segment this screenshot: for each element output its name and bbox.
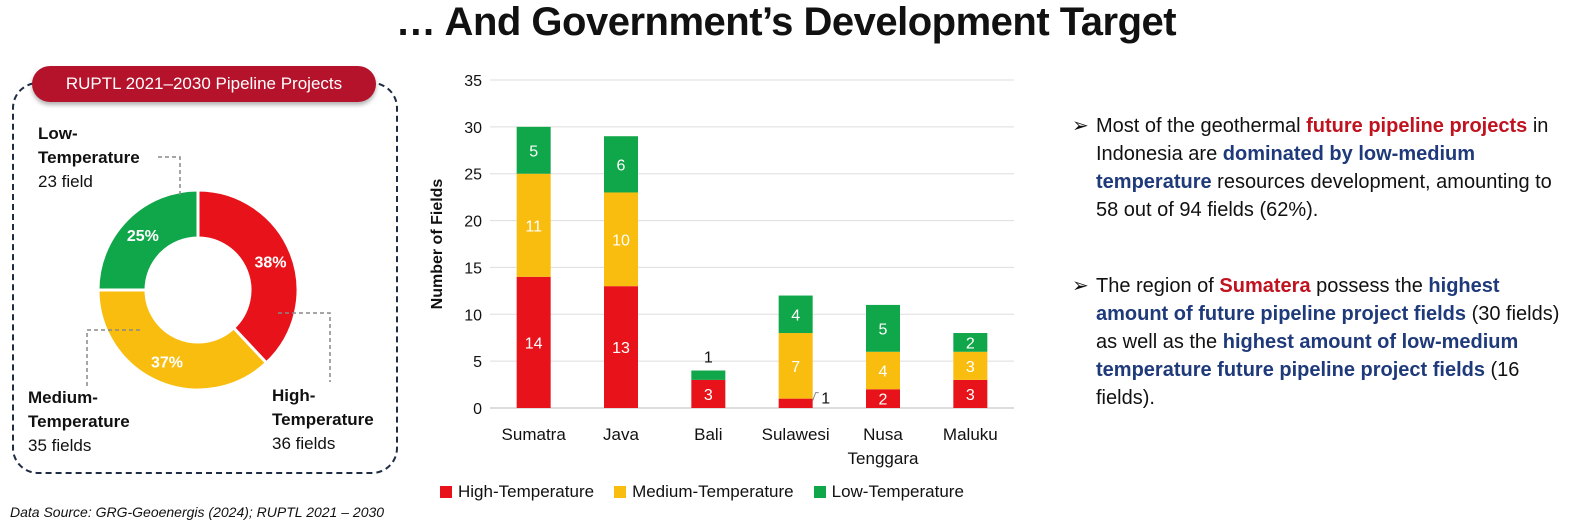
- bar-segment: [691, 379, 726, 408]
- bar-data-label: 2: [966, 335, 975, 352]
- bar-data-label: 1: [704, 350, 713, 367]
- bar-data-label: 3: [966, 359, 975, 376]
- bar-segment: [516, 126, 551, 174]
- bar-segment: [516, 173, 551, 277]
- arrow-icon: ➢: [1072, 115, 1089, 137]
- legend-item-low: Low-Temperature: [813, 482, 964, 502]
- donut-panel-title: RUPTL 2021–2030 Pipeline Projects: [32, 66, 376, 102]
- x-tick-label: Sumatra: [502, 425, 567, 444]
- chart-legend: High-Temperature Medium-Temperature Low-…: [440, 482, 964, 502]
- page-title: … And Government’s Development Target: [395, 0, 1177, 44]
- bar-segment: [516, 276, 551, 408]
- legend-swatch-medium: [614, 486, 627, 498]
- bar-segment: [604, 286, 638, 408]
- donut-slice-low: [96, 188, 200, 292]
- legend-swatch-high: [440, 486, 452, 498]
- donut-chart: 38% 37% 25%: [86, 156, 331, 392]
- bar-data-label: 2: [879, 392, 888, 409]
- bullet-text-segment: Sumatera: [1219, 275, 1311, 297]
- data-source-note: Data Source: GRG-Geoenergis (2024); RUPT…: [10, 504, 385, 520]
- bar-data-label: 7: [791, 359, 800, 376]
- donut-slice-medium: [96, 288, 269, 392]
- bullet-text-segment: Most of the geothermal: [1096, 115, 1307, 137]
- legend-item-medium: Medium-Temperature: [614, 482, 794, 502]
- legend-swatch-low: [813, 486, 826, 498]
- bar-segment: [604, 192, 638, 287]
- legend-item-high: High-Temperature: [440, 482, 594, 502]
- bullet-text-segment: (16 fields).: [1096, 359, 1520, 409]
- donut-slice-high: [196, 188, 300, 366]
- bar-data-label: 5: [529, 143, 538, 160]
- bullet-text-segment: resources development, amounting to 58 o…: [1096, 171, 1552, 221]
- bullet-item: ➢ The region of Sumatera possess the high…: [1072, 272, 1572, 412]
- x-tick-label: Bali: [694, 425, 722, 444]
- donut-label-medium: Medium- Temperature 35 fields: [28, 388, 130, 455]
- bullet-text-segment: future pipeline projects: [1306, 115, 1528, 137]
- bar-segment: [953, 351, 988, 380]
- y-tick-label: 0: [473, 401, 482, 418]
- bullet-text-segment: highest amount of low-medium temperature…: [1096, 331, 1519, 381]
- y-axis-label: Number of Fields: [429, 179, 446, 310]
- bar-data-label: 11: [525, 218, 542, 235]
- leader-line-high: [278, 312, 331, 382]
- leader-line-medium: [86, 329, 140, 388]
- donut-slice-label: 25%: [127, 228, 159, 245]
- x-tick-label: Java: [603, 425, 639, 444]
- y-tick-label: 35: [464, 73, 482, 90]
- bar-segment: [866, 389, 900, 408]
- bar-segment: [691, 370, 726, 380]
- bar-segment: [866, 304, 900, 352]
- bullet-text-segment: The region of: [1096, 275, 1220, 297]
- y-tick-label: 25: [464, 167, 482, 184]
- bar-data-label: 4: [879, 364, 888, 381]
- x-tick-label: Tenggara: [848, 449, 919, 468]
- bar-data-label: 3: [966, 387, 975, 404]
- donut-label-high: High- Temperature 36 fields: [272, 386, 374, 453]
- bullet-text-segment: dominated by low-medium temperature: [1096, 143, 1476, 193]
- arrow-icon: ➢: [1072, 275, 1089, 297]
- bar-segment: [953, 333, 988, 352]
- bar-segment: [866, 351, 900, 390]
- donut-slice-label: 37%: [151, 355, 183, 372]
- y-tick-label: 15: [464, 260, 482, 277]
- bar-segment: [604, 136, 638, 193]
- bar-segment: [778, 398, 813, 408]
- bar-data-label: 3: [704, 387, 713, 404]
- donut-slice-label: 38%: [255, 254, 287, 271]
- y-tick-label: 30: [464, 120, 482, 137]
- leader-line-low: [158, 156, 181, 195]
- bar-segment: [778, 295, 813, 334]
- bullet-text-segment: highest amount of future pipeline projec…: [1096, 275, 1500, 325]
- x-tick-label: Maluku: [943, 425, 998, 444]
- bar-data-label: 6: [617, 157, 626, 174]
- bar-data-label: 1: [821, 391, 830, 408]
- y-tick-label: 5: [473, 354, 482, 371]
- bullet-item: ➢ Most of the geothermal future pipeline …: [1072, 112, 1572, 224]
- bullet-list: ➢ Most of the geothermal future pipeline …: [1072, 112, 1572, 460]
- bar-data-label: 4: [791, 307, 800, 324]
- bar-data-label: 14: [525, 335, 543, 352]
- bullet-text-segment: (30 fields) as well as the: [1096, 303, 1560, 353]
- bar-segment: [953, 379, 988, 408]
- y-tick-label: 10: [464, 307, 482, 324]
- donut-label-low: Low- Temperature 23 field: [38, 124, 140, 191]
- bar-data-label: 13: [612, 340, 630, 357]
- bullet-text-segment: possess the: [1310, 275, 1429, 297]
- bullet-text-segment: in Indonesia are: [1096, 115, 1549, 165]
- bar-segment: [778, 333, 813, 399]
- x-tick-label: Sulawesi: [762, 425, 830, 444]
- data-label-leader: [812, 392, 819, 401]
- y-tick-label: 20: [464, 214, 482, 231]
- bar-data-label: 5: [879, 321, 888, 338]
- bar-data-label: 10: [612, 232, 630, 249]
- x-tick-label: Nusa: [863, 425, 903, 444]
